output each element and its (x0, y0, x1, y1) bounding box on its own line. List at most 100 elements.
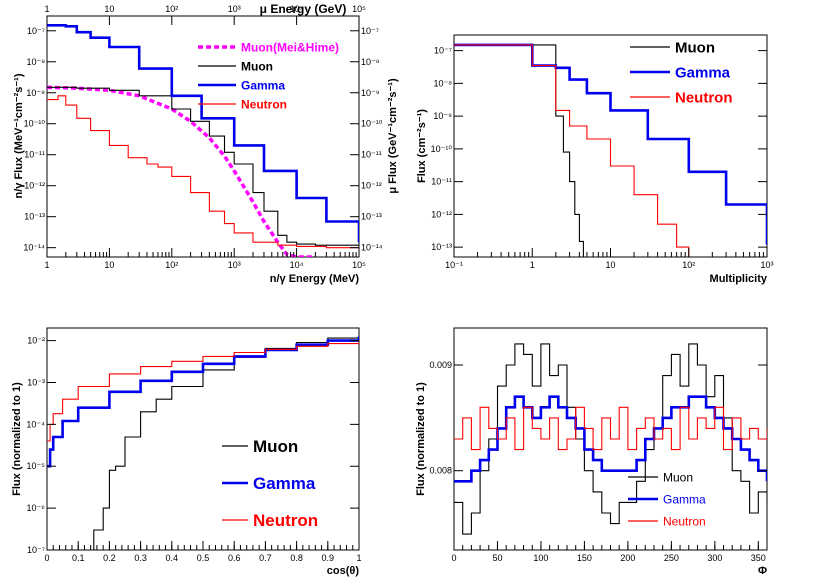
y-tick-label: 10⁻⁸ (433, 78, 452, 88)
x-tick-label: 50 (492, 553, 502, 563)
y-tick-label: 10⁻¹² (24, 181, 45, 191)
x-tick-label: 0.1 (72, 553, 85, 563)
y-tick-label: 10⁻² (27, 336, 45, 346)
x2-tick-label: 10 (104, 4, 114, 14)
legend-label: Muon (241, 59, 273, 73)
y-tick-label: 10⁻⁴ (26, 419, 45, 429)
x-tick-label: 0 (451, 553, 456, 563)
x-tick-label: 0.4 (166, 553, 179, 563)
y-tick-label: 10⁻¹² (431, 209, 452, 219)
x-tick-label: 0 (44, 553, 49, 563)
x2-tick-label: 10⁴ (290, 4, 304, 14)
x-tick-label: 0.9 (322, 553, 335, 563)
x-tick-label: 10² (165, 260, 178, 270)
series-line-gamma (47, 24, 359, 243)
series-line-neutron (454, 406, 767, 451)
x-tick-label: 0.3 (134, 553, 147, 563)
series-group (454, 43, 767, 257)
x-tick-label: 10⁴ (290, 260, 304, 270)
x-tick-label: 350 (751, 553, 766, 563)
x2-tick-label: 10² (165, 4, 178, 14)
x-tick-label: 100 (533, 553, 548, 563)
x-tick-label: 150 (577, 553, 592, 563)
y-tick-label: 10⁻³ (27, 377, 45, 387)
x2-tick-label: 10³ (228, 4, 241, 14)
x2-tick-label: 10⁵ (352, 4, 366, 14)
panel-bottom-left: 0 0.1 0.2 0.3 0.4 0.5 0.6 0.7 0.8 0.9 1 10⁻⁷ 10⁻⁶ 10⁻… (11, 327, 362, 577)
legend: Muon(Mei&Hime) Muon Gamma Neutron (198, 40, 339, 111)
x-tick-label: 0.2 (103, 553, 116, 563)
legend-label: Gamma (675, 64, 731, 81)
y-tick-label: 10⁻⁹ (433, 111, 452, 121)
legend-label: Gamma (253, 474, 316, 493)
legend: Muon Gamma Neutron (628, 470, 706, 528)
legend-label: Muon (663, 470, 693, 484)
y2-tick-label: 10⁻¹⁴ (361, 243, 383, 253)
y2-axis-title: μ Flux (GeV⁻¹cm⁻²s⁻¹) (387, 78, 399, 194)
series-line-neutron (47, 95, 359, 249)
y-axis-title: Flux (cm⁻²s⁻¹) (416, 109, 428, 183)
series-line-muon (47, 86, 359, 246)
y2-tick-label: 10⁻⁸ (361, 57, 380, 67)
y2-tick-label: 10⁻¹² (361, 181, 382, 191)
x-tick-label: 250 (664, 553, 679, 563)
series-line-muon-mei-hime- (47, 85, 316, 257)
y-tick-label: 10⁻⁵ (27, 461, 46, 471)
y2-tick-label: 10⁻⁷ (361, 26, 379, 36)
y2-tick-label: 10⁻¹⁰ (361, 119, 383, 129)
series-group (47, 24, 359, 257)
y-tick-label: 10⁻⁶ (27, 503, 46, 513)
y-axis-title: Flux (normalized to 1) (11, 382, 23, 496)
x-tick-label: 10² (682, 260, 695, 270)
x-axis-title: cos(θ) (327, 565, 360, 577)
x-tick-label: 10 (104, 260, 114, 270)
x-tick-label: 0.6 (228, 553, 241, 563)
y-tick-label: 10⁻¹⁴ (23, 243, 45, 253)
x2-axis-title: μ Energy (GeV) (260, 2, 347, 16)
x-tick-label: 0.5 (197, 553, 210, 563)
legend-label: Muon (675, 39, 715, 56)
x-tick-label: 10 (605, 260, 615, 270)
legend-label: Muon(Mei&Hime) (241, 40, 339, 54)
series-line-neutron (47, 340, 359, 442)
y-tick-label: 10⁻¹⁰ (24, 119, 46, 129)
y-tick-label: 10⁻¹¹ (24, 150, 45, 160)
x-tick-label: 1 (356, 553, 361, 563)
y-axis-title: Flux (normalized to 1) (415, 382, 427, 496)
legend-label: Neutron (663, 514, 706, 528)
x2-tick-label: 1 (44, 4, 49, 14)
legend-label: Neutron (253, 511, 318, 530)
plot-frame (46, 15, 360, 258)
y-axis-title: n/γ Flux (MeV⁻¹cm⁻²s⁻¹) (13, 73, 25, 198)
x-tick-label: 10³ (760, 260, 773, 270)
series-line-muon (454, 343, 767, 535)
x-tick-label: 200 (620, 553, 635, 563)
y-tick-label: 10⁻⁷ (27, 26, 45, 36)
x-axis-title: n/γ Energy (MeV) (270, 273, 360, 285)
x-tick-label: 0.7 (259, 553, 272, 563)
y2-tick-label: 10⁻⁹ (361, 88, 380, 98)
y2-tick-label: 10⁻¹³ (361, 212, 382, 222)
legend: Muon Gamma Neutron (630, 39, 733, 106)
x-tick-label: 300 (707, 553, 722, 563)
series-line-muon (454, 44, 584, 257)
legend-label: Neutron (675, 89, 733, 106)
y-tick-label: 10⁻⁹ (26, 88, 45, 98)
x-tick-label: 10⁵ (352, 260, 366, 270)
series-line-neutron (454, 44, 690, 257)
x-tick-label: 1 (44, 260, 49, 270)
y-tick-label: 10⁻⁷ (27, 545, 45, 555)
panel-bottom-right: 0 50 100 150 200 250 300 350 0.008 0.009 Φ Flux (no… (415, 327, 768, 577)
y-tick-label: 10⁻¹³ (431, 242, 452, 252)
x-axis-title: Multiplicity (710, 273, 768, 285)
x-tick-label: 10⁻¹ (445, 260, 463, 270)
y-tick-label: 0.008 (429, 466, 452, 476)
y-tick-label: 0.009 (429, 360, 452, 370)
y2-tick-label: 10⁻¹¹ (361, 150, 382, 160)
y-tick-label: 10⁻¹⁰ (431, 144, 453, 154)
y-tick-label: 10⁻¹¹ (431, 177, 452, 187)
panel-top-left: 1 10 10² 10³ 10⁴ 10⁵ 10⁻¹⁴ 10⁻¹³ 10⁻¹² 10⁻¹¹ 10⁻¹⁰… (13, 2, 399, 285)
panel-top-right: 10⁻¹ 1 10 10² 10³ 10⁻¹³ 10⁻¹² 10⁻¹¹ 10⁻¹⁰ 10⁻⁹ 10⁻… (416, 34, 774, 285)
y-tick-label: 10⁻⁷ (434, 46, 452, 56)
